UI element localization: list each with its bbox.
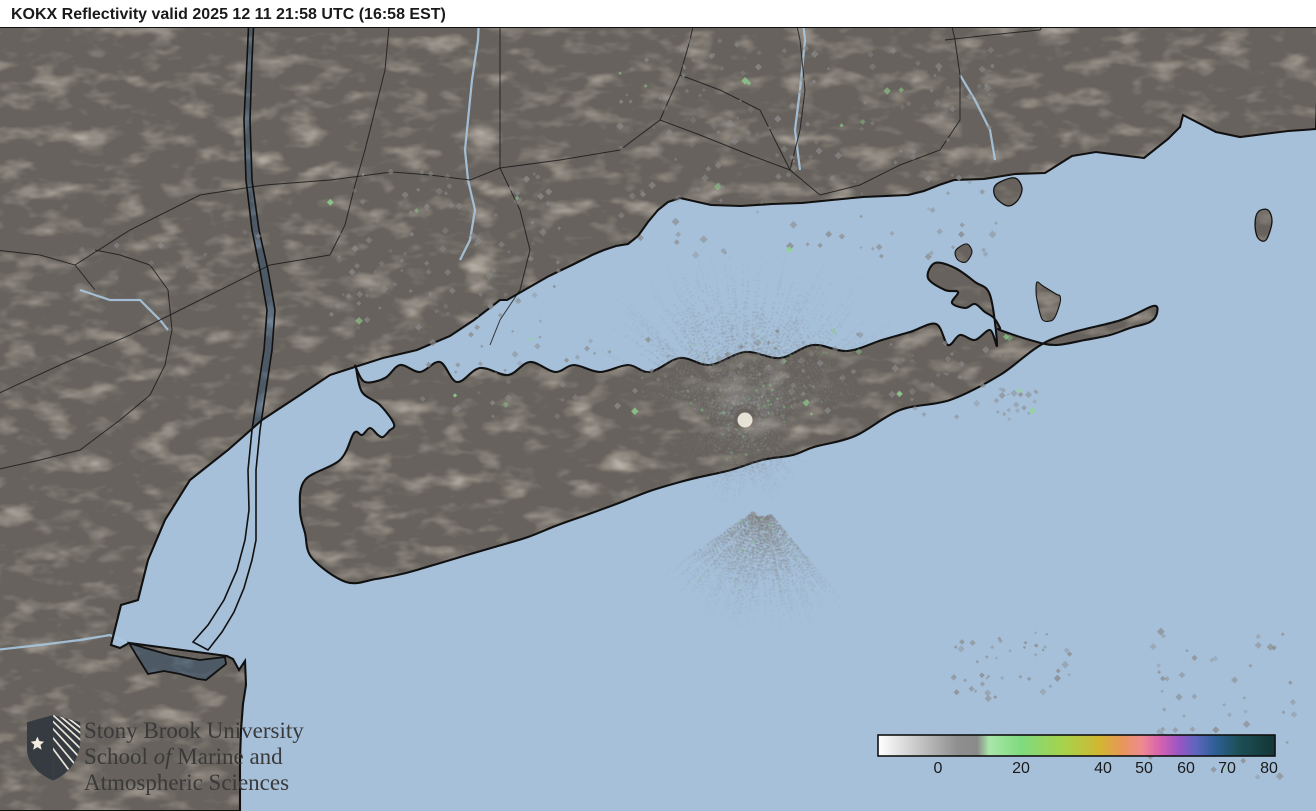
svg-text:0: 0 <box>934 760 943 777</box>
svg-text:40: 40 <box>1094 760 1112 777</box>
svg-text:70: 70 <box>1218 760 1236 777</box>
svg-text:60: 60 <box>1177 760 1195 777</box>
svg-text:20: 20 <box>1012 760 1030 777</box>
svg-text:80: 80 <box>1260 760 1278 777</box>
svg-text:50: 50 <box>1135 760 1153 777</box>
